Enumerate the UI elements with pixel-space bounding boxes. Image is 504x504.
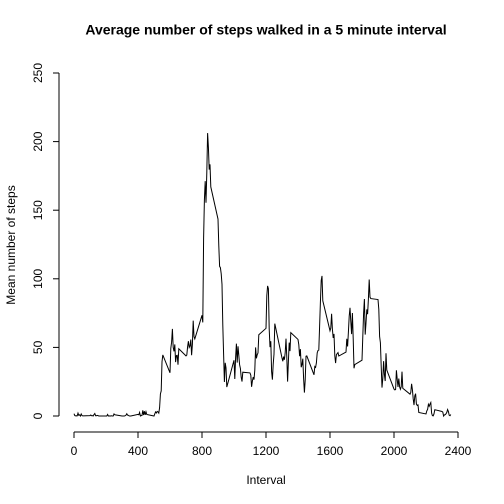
x-tick-label: 0 <box>71 444 78 458</box>
y-tick-label: 50 <box>31 340 45 354</box>
y-tick-label: 150 <box>31 200 45 220</box>
x-tick-label: 400 <box>128 444 148 458</box>
y-tick-label: 100 <box>31 268 45 288</box>
y-tick-label: 0 <box>31 412 45 419</box>
chart-title: Average number of steps walked in a 5 mi… <box>85 22 446 38</box>
y-tick-label: 200 <box>31 131 45 151</box>
x-tick-label: 1600 <box>317 444 344 458</box>
x-axis-label: Interval <box>246 473 285 487</box>
x-tick-label: 800 <box>192 444 212 458</box>
x-tick-label: 1200 <box>253 444 280 458</box>
x-tick-label: 2000 <box>381 444 408 458</box>
x-tick-label: 2400 <box>445 444 472 458</box>
data-line <box>73 133 452 418</box>
y-tick-label: 250 <box>31 63 45 83</box>
y-axis-label: Mean number of steps <box>4 185 18 304</box>
